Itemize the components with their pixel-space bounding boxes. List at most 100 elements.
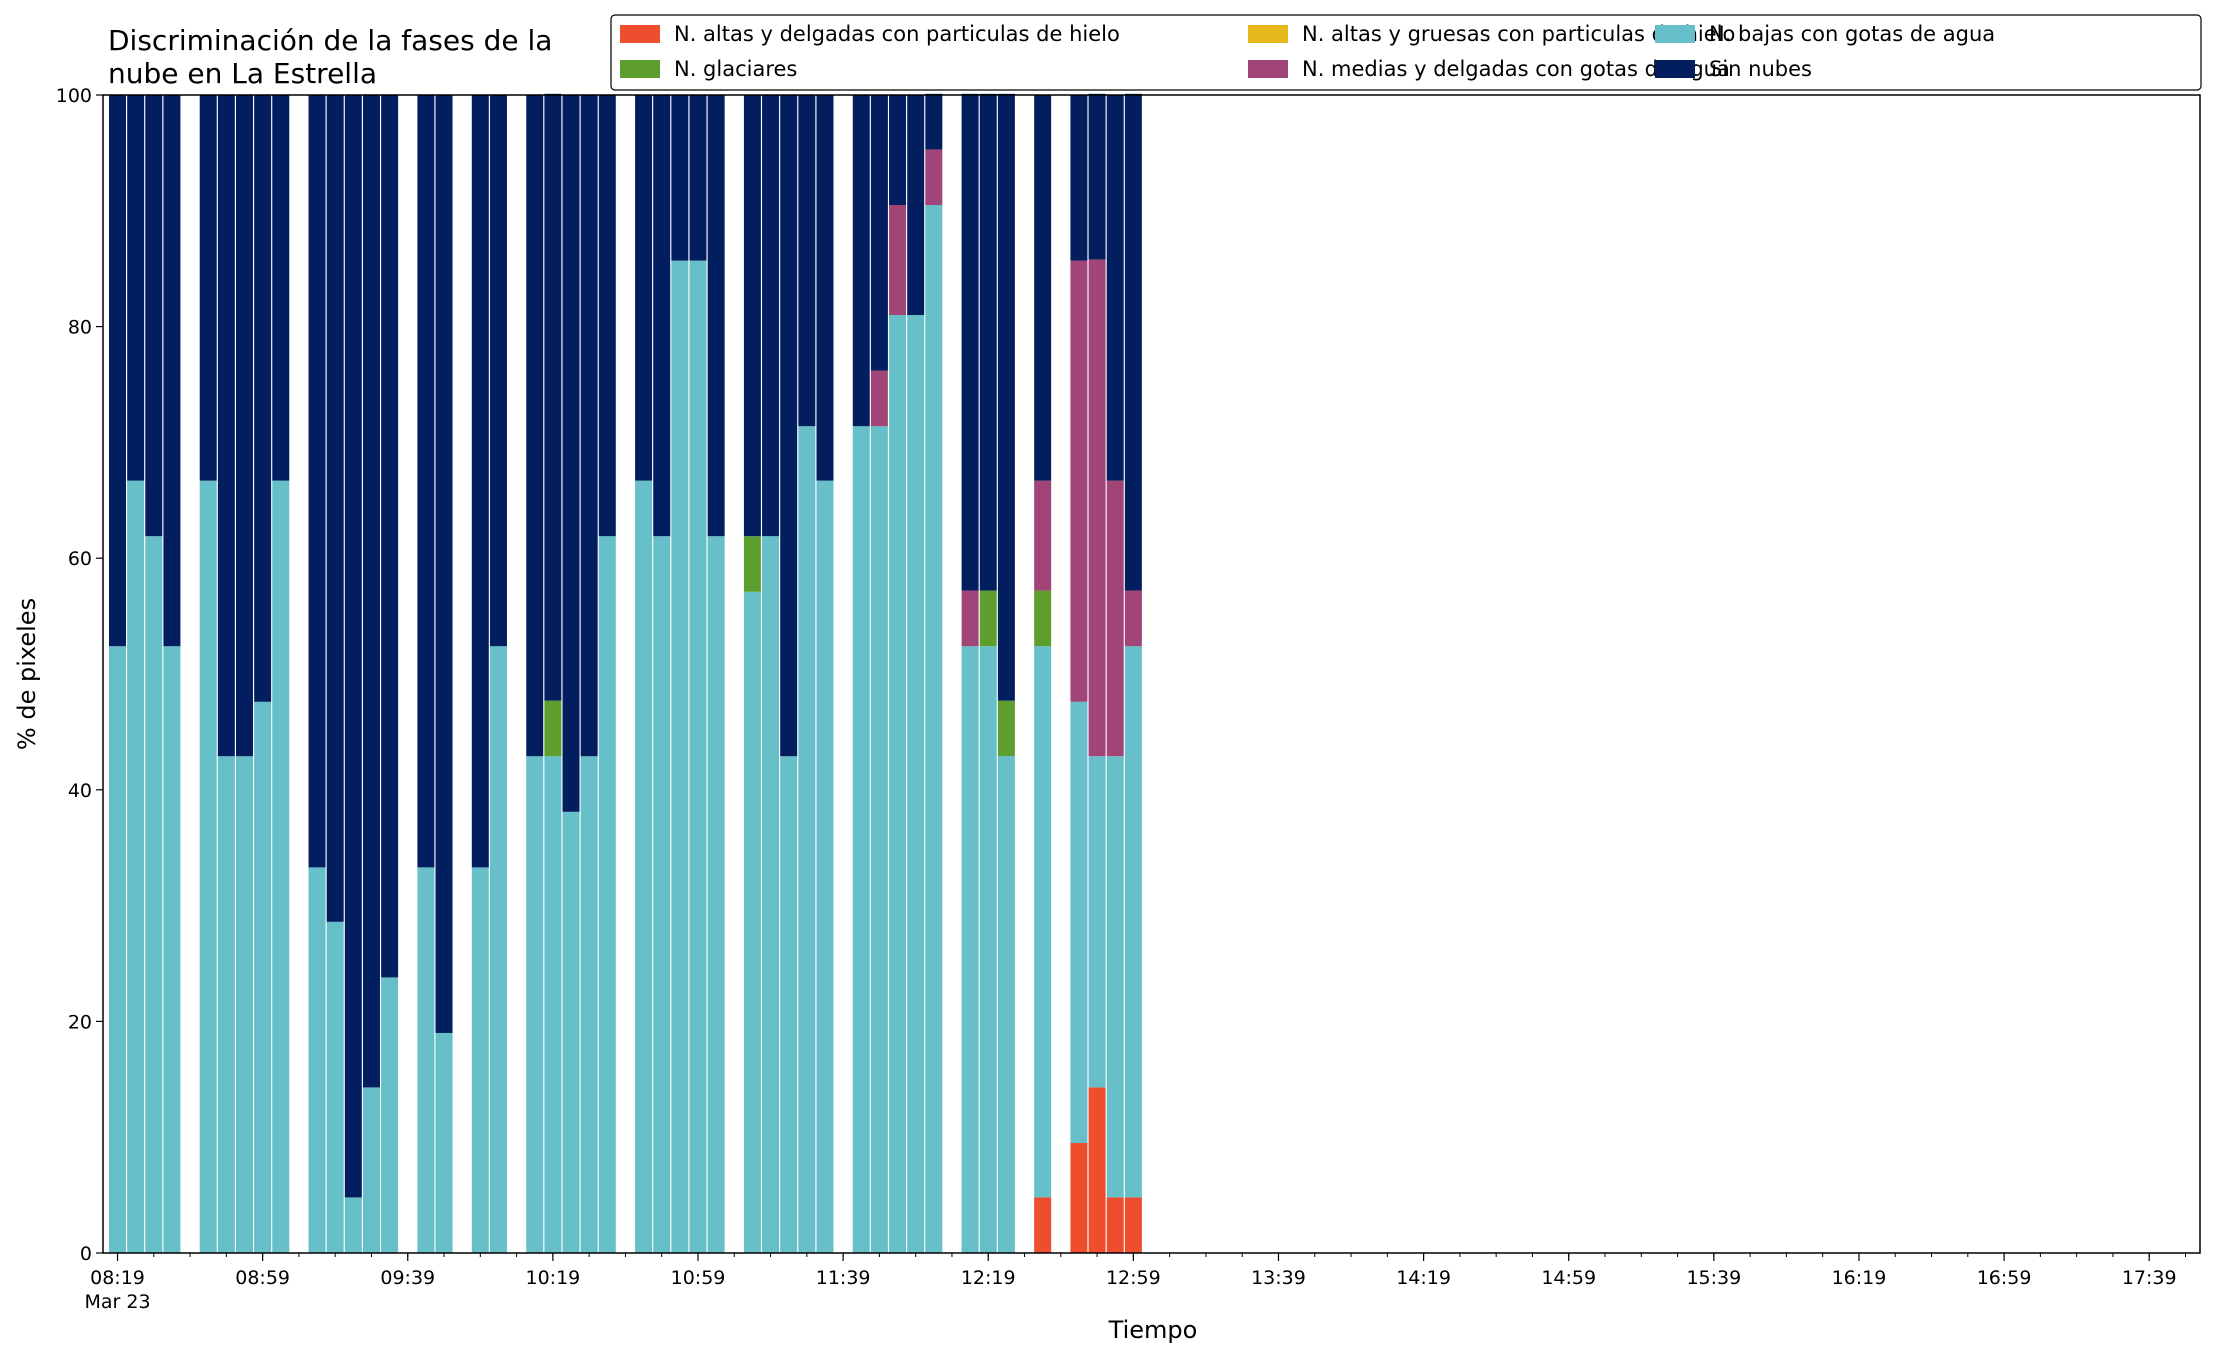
bar-segment — [489, 95, 507, 647]
bar-segment — [326, 921, 344, 1253]
y-axis: 0 20 40 60 80 100 — [56, 85, 103, 1265]
legend-swatch — [620, 60, 660, 78]
legend-swatch — [1248, 60, 1288, 78]
x-tick-label: 15:39 — [1686, 1267, 1741, 1289]
bar-stack — [1070, 95, 1088, 1253]
bar-segment — [471, 867, 489, 1253]
bar-segment — [743, 95, 761, 537]
bar-segment — [961, 646, 979, 1253]
bar-segment — [816, 95, 834, 481]
x-tick-label: 10:19 — [525, 1267, 580, 1289]
bar-segment — [544, 93, 562, 701]
bar-segment — [689, 95, 707, 261]
x-tick-label: 13:39 — [1251, 1267, 1306, 1289]
bar-stack — [979, 93, 997, 1253]
bar-stack — [1088, 93, 1106, 1253]
bar-segment — [598, 536, 616, 1253]
bar-segment — [109, 95, 127, 647]
bar-stack — [907, 95, 925, 1253]
x-tick-label: 14:59 — [1541, 1267, 1596, 1289]
bar-segment — [272, 480, 290, 1253]
bar-stack — [109, 95, 127, 1253]
bar-segment — [997, 93, 1015, 701]
bar-stack — [1034, 95, 1052, 1253]
bar-segment — [780, 95, 798, 757]
bar-segment — [145, 95, 163, 537]
legend-label: N. altas y delgadas con particulas de hi… — [674, 22, 1120, 46]
legend-label: Sin nubes — [1709, 57, 1812, 81]
bar-segment — [344, 1197, 362, 1253]
x-tick-label: 14:19 — [1396, 1267, 1451, 1289]
bar-stack — [707, 95, 725, 1253]
bar-segment — [435, 1032, 453, 1253]
bar-stack — [889, 95, 907, 1253]
x-tick-label: 08:59 — [235, 1267, 290, 1289]
bar-segment — [997, 756, 1015, 1253]
bar-segment — [1124, 1197, 1142, 1253]
bar-stack — [381, 95, 399, 1253]
bar-segment — [163, 95, 181, 647]
bar-segment — [272, 95, 290, 481]
bar-segment — [689, 260, 707, 1254]
bar-segment — [707, 95, 725, 537]
bar-stack — [145, 95, 163, 1253]
bar-segment — [979, 646, 997, 1253]
y-tick-label: 40 — [68, 780, 92, 802]
bar-segment — [1070, 260, 1088, 702]
bar-segment — [816, 480, 834, 1253]
bar-stack — [308, 95, 326, 1253]
bar-segment — [417, 95, 435, 868]
bar-segment — [743, 591, 761, 1253]
bar-stack — [417, 95, 435, 1253]
bar-segment — [907, 95, 925, 316]
bar-stack — [852, 95, 870, 1253]
legend-swatch — [1248, 25, 1288, 43]
bar-segment — [235, 95, 253, 757]
bar-stack — [235, 95, 253, 1253]
bar-stack — [544, 93, 562, 1253]
bar-segment — [1106, 480, 1124, 757]
bar-stack — [199, 95, 217, 1253]
legend-swatch — [620, 25, 660, 43]
bar-segment — [635, 95, 653, 481]
bar-segment — [997, 700, 1015, 757]
bar-segment — [1088, 259, 1106, 757]
bar-stack — [816, 95, 834, 1253]
bar-segment — [362, 95, 380, 1088]
bar-stack — [562, 95, 580, 1253]
bar-segment — [145, 536, 163, 1253]
bar-segment — [308, 95, 326, 868]
bar-segment — [870, 370, 888, 427]
legend-item: N. glaciares — [620, 57, 797, 81]
legend: N. altas y delgadas con particulas de hi… — [610, 14, 2202, 91]
x-axis-label: Tiempo — [1108, 1316, 1198, 1344]
bar-segment — [489, 646, 507, 1253]
bar-segment — [235, 756, 253, 1253]
bar-segment — [326, 95, 344, 922]
bar-segment — [1034, 480, 1052, 591]
y-tick-label: 80 — [68, 317, 92, 339]
bar-segment — [961, 93, 979, 591]
bar-segment — [852, 95, 870, 427]
bar-segment — [381, 977, 399, 1253]
bar-stack — [1124, 93, 1142, 1253]
bar-segment — [1088, 93, 1106, 260]
bar-segment — [635, 480, 653, 1253]
chart-title-line-1: Discriminación de la fases de la — [108, 24, 552, 57]
bar-segment — [1124, 646, 1142, 1198]
bar-segment — [471, 95, 489, 868]
bar-segment — [889, 315, 907, 1253]
legend-label: N. glaciares — [674, 57, 797, 81]
bar-segment — [1106, 1197, 1124, 1253]
x-tick-label: 16:19 — [1832, 1267, 1887, 1289]
bar-stack — [435, 95, 453, 1253]
bar-segment — [1124, 93, 1142, 591]
bar-stack — [870, 95, 888, 1253]
bar-segment — [889, 95, 907, 206]
bar-segment — [925, 149, 943, 206]
x-date-label: Mar 23 — [84, 1291, 150, 1313]
bar-segment — [671, 260, 689, 1254]
y-axis-label: % de pixeles — [13, 598, 41, 750]
bar-segment — [1106, 95, 1124, 481]
